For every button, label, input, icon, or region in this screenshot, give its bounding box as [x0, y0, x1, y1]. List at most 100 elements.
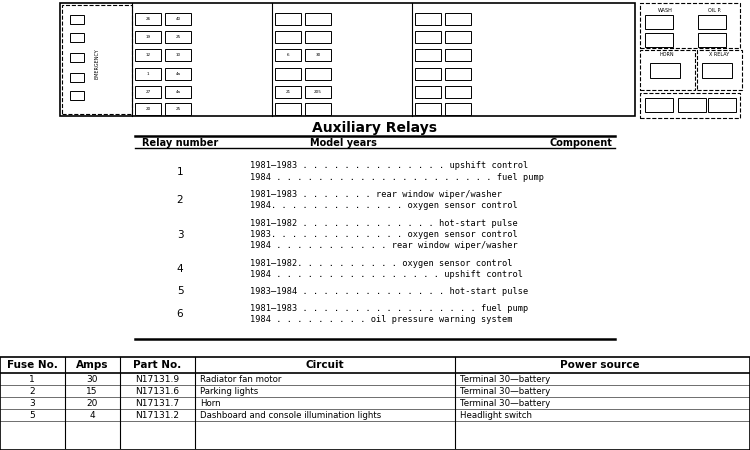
Text: Terminal 30—battery: Terminal 30—battery	[460, 399, 550, 408]
Text: 26: 26	[146, 17, 151, 21]
Text: Model years: Model years	[310, 138, 376, 148]
Text: Horn: Horn	[200, 399, 220, 408]
Text: Auxiliary Relays: Auxiliary Relays	[313, 121, 437, 135]
Bar	[640, 93, 740, 118]
Bar	[415, 103, 441, 115]
Bar	[165, 86, 191, 98]
Bar	[275, 68, 301, 80]
Bar	[640, 3, 740, 48]
Bar	[645, 98, 673, 112]
Bar	[135, 13, 161, 25]
Text: Radiator fan motor: Radiator fan motor	[200, 374, 281, 383]
Text: Power source: Power source	[560, 360, 640, 370]
Text: HORN: HORN	[660, 53, 674, 58]
Text: 1: 1	[29, 374, 34, 383]
Text: 4a: 4a	[176, 90, 181, 94]
Text: 2: 2	[29, 387, 34, 396]
Bar	[135, 103, 161, 115]
Bar	[165, 103, 191, 115]
Bar	[415, 13, 441, 25]
Text: 20: 20	[86, 399, 98, 408]
Text: 5: 5	[29, 410, 34, 419]
Text: Part No.: Part No.	[133, 360, 182, 370]
Text: 2: 2	[177, 195, 183, 205]
Bar	[698, 15, 726, 29]
Bar	[698, 33, 726, 47]
Bar	[445, 49, 471, 61]
Bar	[305, 103, 331, 115]
Bar	[445, 86, 471, 98]
Text: 1981–1983 . . . . . . . . . . . . . . upshift control: 1981–1983 . . . . . . . . . . . . . . up…	[250, 162, 528, 171]
Bar	[70, 15, 84, 24]
Text: 1984 . . . . . . . . . . . rear window wiper/washer: 1984 . . . . . . . . . . . rear window w…	[250, 242, 518, 251]
Text: Component: Component	[549, 138, 612, 148]
Bar	[135, 86, 161, 98]
Text: 25: 25	[176, 35, 181, 39]
Text: 12: 12	[146, 53, 151, 57]
Text: 27: 27	[146, 90, 151, 94]
Text: 1981–1983 . . . . . . . . . . . . . . . . . fuel pump: 1981–1983 . . . . . . . . . . . . . . . …	[250, 304, 528, 313]
Bar	[275, 31, 301, 43]
Text: 1981–1982 . . . . . . . . . . . . . hot-start pulse: 1981–1982 . . . . . . . . . . . . . hot-…	[250, 219, 518, 228]
Bar	[415, 49, 441, 61]
Bar	[165, 68, 191, 80]
Text: 6: 6	[177, 309, 183, 319]
Text: N17131.7: N17131.7	[135, 399, 179, 408]
Text: EMERGENCY: EMERGENCY	[94, 49, 100, 79]
Bar	[645, 33, 673, 47]
Text: X RELAY: X RELAY	[709, 53, 729, 58]
Text: Terminal 30—battery: Terminal 30—battery	[460, 387, 550, 396]
Bar	[445, 68, 471, 80]
Bar	[165, 31, 191, 43]
Text: Relay number: Relay number	[142, 138, 218, 148]
Bar	[415, 68, 441, 80]
Text: 1: 1	[147, 72, 149, 76]
Text: Amps: Amps	[76, 360, 108, 370]
Text: 20: 20	[146, 107, 151, 111]
Text: 1984 . . . . . . . . . . . . . . . . . . . . . fuel pump: 1984 . . . . . . . . . . . . . . . . . .…	[250, 173, 544, 182]
Bar	[135, 49, 161, 61]
Text: 30: 30	[315, 53, 321, 57]
Bar	[305, 13, 331, 25]
Bar	[70, 91, 84, 100]
Text: 1981–1982. . . . . . . . . . oxygen sensor control: 1981–1982. . . . . . . . . . oxygen sens…	[250, 258, 512, 267]
Bar	[165, 13, 191, 25]
Bar	[445, 31, 471, 43]
Text: 3: 3	[29, 399, 34, 408]
Bar	[305, 31, 331, 43]
Text: 30: 30	[86, 374, 98, 383]
Bar	[305, 68, 331, 80]
Bar	[275, 13, 301, 25]
Bar	[70, 53, 84, 62]
Bar	[70, 73, 84, 82]
Bar	[445, 13, 471, 25]
Bar	[70, 33, 84, 42]
Text: WASH: WASH	[658, 9, 673, 13]
Text: 4a: 4a	[176, 72, 181, 76]
Text: 4: 4	[177, 264, 183, 274]
Text: 25: 25	[176, 107, 181, 111]
Text: 40: 40	[176, 17, 181, 21]
Text: Parking lights: Parking lights	[200, 387, 258, 396]
Text: 1984. . . . . . . . . . . . . oxygen sensor control: 1984. . . . . . . . . . . . . oxygen sen…	[250, 202, 518, 211]
Text: Circuit: Circuit	[306, 360, 344, 370]
Bar	[135, 68, 161, 80]
Bar	[708, 98, 736, 112]
Text: 4: 4	[89, 410, 94, 419]
Text: Headlight switch: Headlight switch	[460, 410, 532, 419]
Bar	[650, 63, 680, 78]
Bar	[62, 5, 132, 114]
Text: Dashboard and console illumination lights: Dashboard and console illumination light…	[200, 410, 381, 419]
Text: 1981–1983 . . . . . . . rear window wiper/washer: 1981–1983 . . . . . . . rear window wipe…	[250, 190, 502, 199]
Text: 1984 . . . . . . . . . . . . . . . . upshift control: 1984 . . . . . . . . . . . . . . . . ups…	[250, 270, 523, 279]
Text: 19: 19	[146, 35, 151, 39]
Text: 3: 3	[177, 230, 183, 239]
Bar	[305, 49, 331, 61]
Text: OIL P.: OIL P.	[709, 9, 722, 13]
Bar	[275, 86, 301, 98]
Bar	[275, 49, 301, 61]
Bar	[678, 98, 706, 112]
Text: 1: 1	[177, 167, 183, 177]
Bar	[415, 86, 441, 98]
Bar	[640, 50, 695, 90]
